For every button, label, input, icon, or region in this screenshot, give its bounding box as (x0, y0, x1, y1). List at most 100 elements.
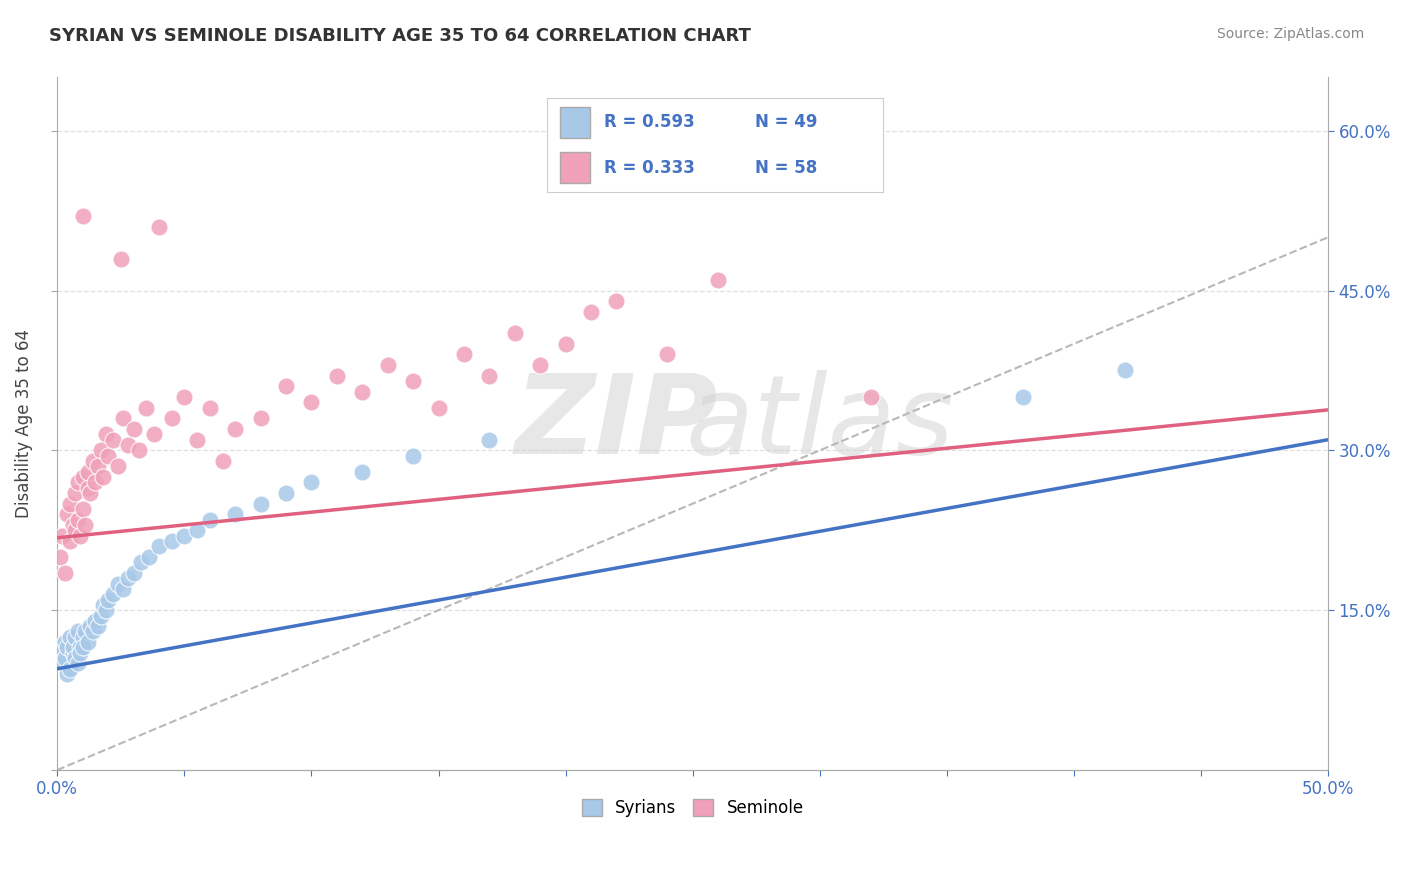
Point (198, 401, 221, 415)
Point (62, 646, 84, 660)
Point (72, 640, 94, 655)
Point (94, 427, 117, 442)
Point (1012, 390, 1035, 404)
Point (75, 624, 97, 639)
Point (326, 368, 349, 383)
Point (186, 523, 208, 537)
Point (129, 555, 152, 569)
Point (249, 497, 271, 511)
Point (56, 667, 79, 681)
Point (59, 630, 82, 644)
Point (103, 433, 125, 447)
Point (301, 475, 323, 490)
Point (87, 619, 110, 633)
Point (53, 635, 76, 649)
Point (89, 608, 111, 623)
Point (138, 549, 160, 564)
Point (66, 513, 89, 527)
Point (352, 465, 374, 479)
Point (107, 459, 129, 474)
Point (76, 635, 98, 649)
Point (122, 566, 145, 580)
Point (707, 273, 730, 287)
Point (117, 571, 139, 585)
Point (117, 438, 139, 452)
Point (63, 630, 86, 644)
Point (49, 640, 72, 655)
Point (51, 657, 73, 671)
Point (503, 326, 526, 340)
Point (160, 533, 183, 548)
Point (107, 576, 129, 591)
Point (69, 646, 91, 660)
Point (352, 384, 374, 399)
Point (69, 640, 91, 655)
Point (657, 347, 679, 361)
Point (82, 624, 104, 639)
Point (51, 528, 73, 542)
Text: Source: ZipAtlas.com: Source: ZipAtlas.com (1216, 27, 1364, 41)
Point (63, 523, 86, 537)
Point (49, 549, 72, 564)
Point (97, 449, 120, 463)
Point (122, 422, 145, 436)
Point (79, 486, 101, 500)
Point (110, 252, 132, 266)
Text: SYRIAN VS SEMINOLE DISABILITY AGE 35 TO 64 CORRELATION CHART: SYRIAN VS SEMINOLE DISABILITY AGE 35 TO … (49, 27, 751, 45)
Point (62, 517, 84, 532)
Point (84, 614, 107, 628)
Point (75, 517, 97, 532)
Point (63, 486, 86, 500)
Point (579, 305, 602, 319)
Point (72, 470, 94, 484)
Point (79, 619, 101, 633)
Legend: Syrians, Seminole: Syrians, Seminole (575, 792, 810, 824)
Point (402, 374, 425, 388)
Point (56, 508, 79, 522)
Point (53, 651, 76, 665)
Point (148, 219, 170, 234)
Point (72, 209, 94, 223)
Point (97, 592, 120, 607)
Y-axis label: Disability Age 35 to 64: Disability Age 35 to 64 (15, 329, 32, 518)
Point (84, 475, 107, 490)
Point (173, 390, 195, 404)
Point (91, 470, 114, 484)
Point (198, 513, 221, 527)
Point (87, 459, 110, 474)
Point (160, 411, 183, 425)
Text: atlas: atlas (686, 370, 955, 477)
Point (76, 481, 98, 495)
Point (66, 657, 89, 671)
Point (453, 347, 475, 361)
Point (76, 465, 98, 479)
Point (377, 358, 399, 372)
Point (66, 624, 89, 639)
Point (91, 598, 114, 612)
Point (72, 502, 94, 516)
Point (605, 294, 627, 309)
Point (301, 395, 323, 409)
Point (478, 368, 501, 383)
Point (53, 566, 76, 580)
Point (63, 651, 86, 665)
Point (859, 390, 882, 404)
Point (128, 443, 150, 458)
Point (62, 640, 84, 655)
Point (173, 528, 195, 542)
Point (224, 422, 246, 436)
Point (1114, 363, 1136, 377)
Text: ZIP: ZIP (515, 370, 718, 477)
Point (94, 603, 117, 617)
Point (89, 443, 111, 458)
Point (59, 533, 82, 548)
Point (103, 587, 125, 601)
Point (148, 539, 170, 553)
Point (59, 497, 82, 511)
Point (529, 358, 551, 372)
Point (82, 454, 104, 468)
Point (478, 433, 501, 447)
Point (66, 475, 89, 490)
Point (427, 401, 450, 415)
Point (402, 449, 425, 463)
